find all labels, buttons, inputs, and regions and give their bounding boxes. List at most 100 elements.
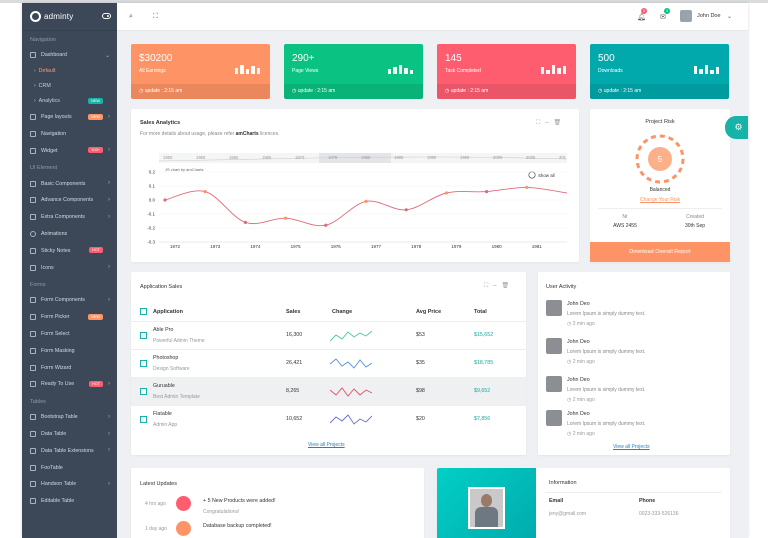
fullscreen-icon[interactable]: ⛶ [153, 13, 158, 20]
sidebar-item-data-table[interactable]: Data Table › [22, 426, 117, 443]
sidebar-item-label: Sticky Notes [41, 247, 71, 254]
clipboard-icon [30, 297, 36, 304]
x-tick-label: 1978 [411, 244, 422, 249]
column-header[interactable]: Application [153, 309, 183, 315]
column-header[interactable]: Change [332, 309, 353, 315]
total-value: $15,652 [474, 332, 494, 338]
avg-price: $53 [416, 332, 425, 338]
sidebar-item-ready-to-use[interactable]: Ready To Use HOT › [22, 376, 117, 393]
view-all-projects-link[interactable]: View all Projects [308, 442, 345, 448]
phone-value: 0023-333-526136 [639, 511, 679, 517]
mini-bar-icon [540, 64, 566, 74]
divider [598, 208, 722, 209]
activity-item[interactable]: John Deo Lorem Ipsum is simply dummy tex… [546, 410, 726, 446]
bell-icon[interactable]: 🔔︎ [637, 14, 646, 21]
stat-footer: ◷ update : 2:15 am [590, 84, 729, 99]
row-checkbox[interactable] [140, 388, 147, 395]
scroll-year-label: 201 [559, 155, 567, 160]
activity-item[interactable]: John Deo Lorem Ipsum is simply dummy tex… [546, 376, 726, 412]
change-sparkline [330, 387, 372, 397]
nav-section-tables: Tables [30, 398, 46, 405]
email-value: jeny@gmail.com [549, 511, 587, 517]
sidebar-item-bootstrap-table[interactable]: Bootstrap Table › [22, 409, 117, 426]
latest-updates-card: Latest Updates 4 hrs ago + 5 New Product… [131, 468, 424, 538]
download-report-button[interactable]: Download Overall Report [590, 242, 730, 262]
sidebar-item-form-select[interactable]: Form Select [22, 326, 117, 343]
minimize-icon[interactable]: – [493, 283, 502, 289]
mask-icon [30, 347, 36, 354]
card-tools[interactable]: ⛶–🗑︎ [536, 119, 566, 127]
sidebar-item-form-picker[interactable]: Form Picker NEW [22, 309, 117, 326]
activity-time: ◷ 2 min ago [567, 321, 595, 327]
change-risk-link[interactable]: Change Your Risk [639, 197, 681, 203]
sidebar-item-navigation[interactable]: Navigation [22, 126, 117, 143]
sidebar-item-form-wizard[interactable]: Form Wizard [22, 359, 117, 376]
zoom-icon [528, 171, 536, 179]
sidebar-sub-analytics[interactable]: › Analytics NEW [22, 94, 117, 109]
trash-icon[interactable]: 🗑︎ [501, 283, 515, 289]
grid-icon [30, 430, 36, 437]
sidebar-item-form-masking[interactable]: Form Masking [22, 342, 117, 359]
avatar [546, 300, 562, 316]
sidebar-item-label: Icons [41, 264, 54, 271]
app-name: Flatable [153, 411, 172, 417]
message-icon[interactable]: ✉ [660, 14, 666, 21]
new-badge: NEW [88, 113, 103, 120]
table-row[interactable]: Able Pro Powerful Admin Theme 16,300 $53… [131, 321, 526, 349]
top-header: ⌕ ⛶ 🔔︎ 5 ✉ 3 John Doe ⌄ [117, 3, 748, 31]
data-point [525, 185, 529, 189]
table-row[interactable]: Photoshop Design Software 26,421 $35 $18… [131, 349, 526, 377]
card-tools[interactable]: ⛶–🗑︎ [484, 282, 514, 290]
minimize-icon[interactable]: – [545, 120, 554, 126]
column-header[interactable]: Sales [286, 309, 301, 315]
series-line [164, 186, 568, 227]
sidebar-item-label: Animations [41, 230, 68, 237]
chevron-right-icon: › [108, 430, 110, 437]
sales-analytics-card: Sales Analytics For more details about u… [131, 109, 579, 262]
column-header[interactable]: Total [474, 309, 487, 315]
expand-icon[interactable]: ⛶ [536, 120, 546, 126]
select-all-checkbox[interactable] [140, 308, 147, 315]
sidebar-item-animations[interactable]: Animations [22, 226, 117, 243]
row-checkbox[interactable] [140, 416, 147, 423]
sidebar-item-page-layouts[interactable]: Page layouts NEW › [22, 109, 117, 126]
sidebar-item-icons[interactable]: Icons › [22, 259, 117, 276]
amcharts-link[interactable]: amCharts [235, 131, 259, 137]
sidebar-item-footable[interactable]: FooTable [22, 459, 117, 476]
check-icon [176, 521, 191, 536]
sidebar-sub-crm[interactable]: › CRM [22, 79, 117, 94]
column-header[interactable]: Avg Price [416, 309, 442, 315]
layout-icon [30, 114, 36, 121]
arrow-right-icon: › [34, 98, 36, 105]
row-checkbox[interactable] [140, 360, 147, 367]
sidebar-item-label: Form Components [41, 297, 85, 304]
sidebar-item-basic-components[interactable]: Basic Components › [22, 175, 117, 192]
table-row[interactable]: Flatable Admin App 10,652 $20 $7,856 [131, 405, 526, 433]
sidebar-item-form-components[interactable]: Form Components › [22, 292, 117, 309]
sidebar-item-sticky-notes[interactable]: Sticky Notes HOT [22, 242, 117, 259]
trash-icon[interactable]: 🗑︎ [553, 120, 567, 126]
sidebar-item-dashboard[interactable]: Dashboard ⌄ [22, 47, 117, 64]
settings-gear-icon[interactable]: ⚙ [725, 116, 748, 139]
sidebar-item-editable-table[interactable]: Editable Table [22, 493, 117, 510]
view-all-activity-link[interactable]: View all Projects [613, 444, 650, 450]
activity-item[interactable]: John Deo Lorem Ipsum is simply dummy tex… [546, 338, 726, 374]
user-name[interactable]: John Doe [697, 13, 721, 19]
email-label: Email [549, 498, 564, 504]
sidebar-item-handson-table[interactable]: Handson Table › [22, 476, 117, 493]
chevron-down-icon[interactable]: ⌄ [727, 14, 733, 20]
search-icon[interactable]: ⌕ [129, 13, 133, 20]
sidebar-item-data-table-ext[interactable]: Data Table Extensions › [22, 442, 117, 459]
activity-item[interactable]: John Deo Lorem Ipsum is simply dummy tex… [546, 300, 726, 336]
notification-count-badge: 5 [641, 8, 647, 14]
sidebar-sub-default[interactable]: › Default [22, 64, 117, 79]
brand[interactable]: adminty [22, 3, 117, 31]
user-avatar[interactable] [680, 10, 692, 22]
sidebar-toggle-icon[interactable] [102, 13, 111, 19]
sidebar-item-widget[interactable]: Widget 100+ › [22, 142, 117, 159]
table-row[interactable]: Guruable Best Admin Template 8,265 $98 $… [131, 377, 526, 405]
sidebar-item-advance-components[interactable]: Advance Components › [22, 192, 117, 209]
expand-icon[interactable]: ⛶ [484, 283, 494, 289]
sidebar-item-extra-components[interactable]: Extra Components › [22, 209, 117, 226]
row-checkbox[interactable] [140, 332, 147, 339]
